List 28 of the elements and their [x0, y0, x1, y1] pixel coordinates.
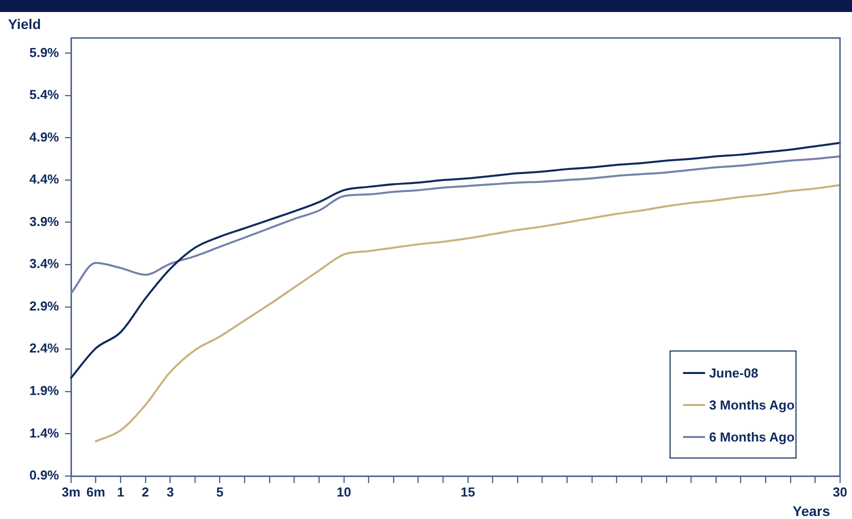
x-tick-label: 15	[460, 484, 476, 500]
legend-label: 3 Months Ago	[709, 398, 795, 413]
x-tick-label: 3	[166, 484, 174, 500]
y-tick-label: 5.4%	[29, 87, 60, 102]
x-tick-label: 5	[216, 484, 224, 500]
y-tick-label: 4.9%	[29, 129, 60, 144]
y-tick-label: 2.4%	[29, 340, 60, 356]
x-tick-label: 3m	[62, 484, 80, 500]
y-tick-label: 1.4%	[29, 425, 60, 440]
x-tick-label: 2	[142, 484, 150, 500]
legend-label: June-08	[709, 366, 758, 381]
x-tick-label: 6m	[86, 484, 106, 500]
y-tick-label: 0.9%	[29, 468, 60, 483]
line-series	[70, 142, 841, 379]
y-tick-label: 2.9%	[29, 298, 60, 314]
y-tick-label: 3.4%	[29, 256, 60, 272]
legend-label: 6 Months Ago	[709, 430, 795, 445]
y-axis-title: Yield	[8, 16, 41, 32]
x-axis-title: Years	[792, 502, 830, 519]
x-tick-label: 1	[116, 484, 124, 500]
x-tick-label: 10	[336, 484, 352, 500]
line-series	[70, 155, 841, 294]
y-tick-label: 4.4%	[29, 172, 60, 187]
x-tick-label: 30	[832, 484, 848, 500]
line-series	[94, 184, 841, 442]
y-tick-label: 5.9%	[29, 44, 60, 60]
y-tick-label: 3.9%	[29, 214, 60, 229]
y-tick-label: 1.9%	[29, 383, 60, 398]
